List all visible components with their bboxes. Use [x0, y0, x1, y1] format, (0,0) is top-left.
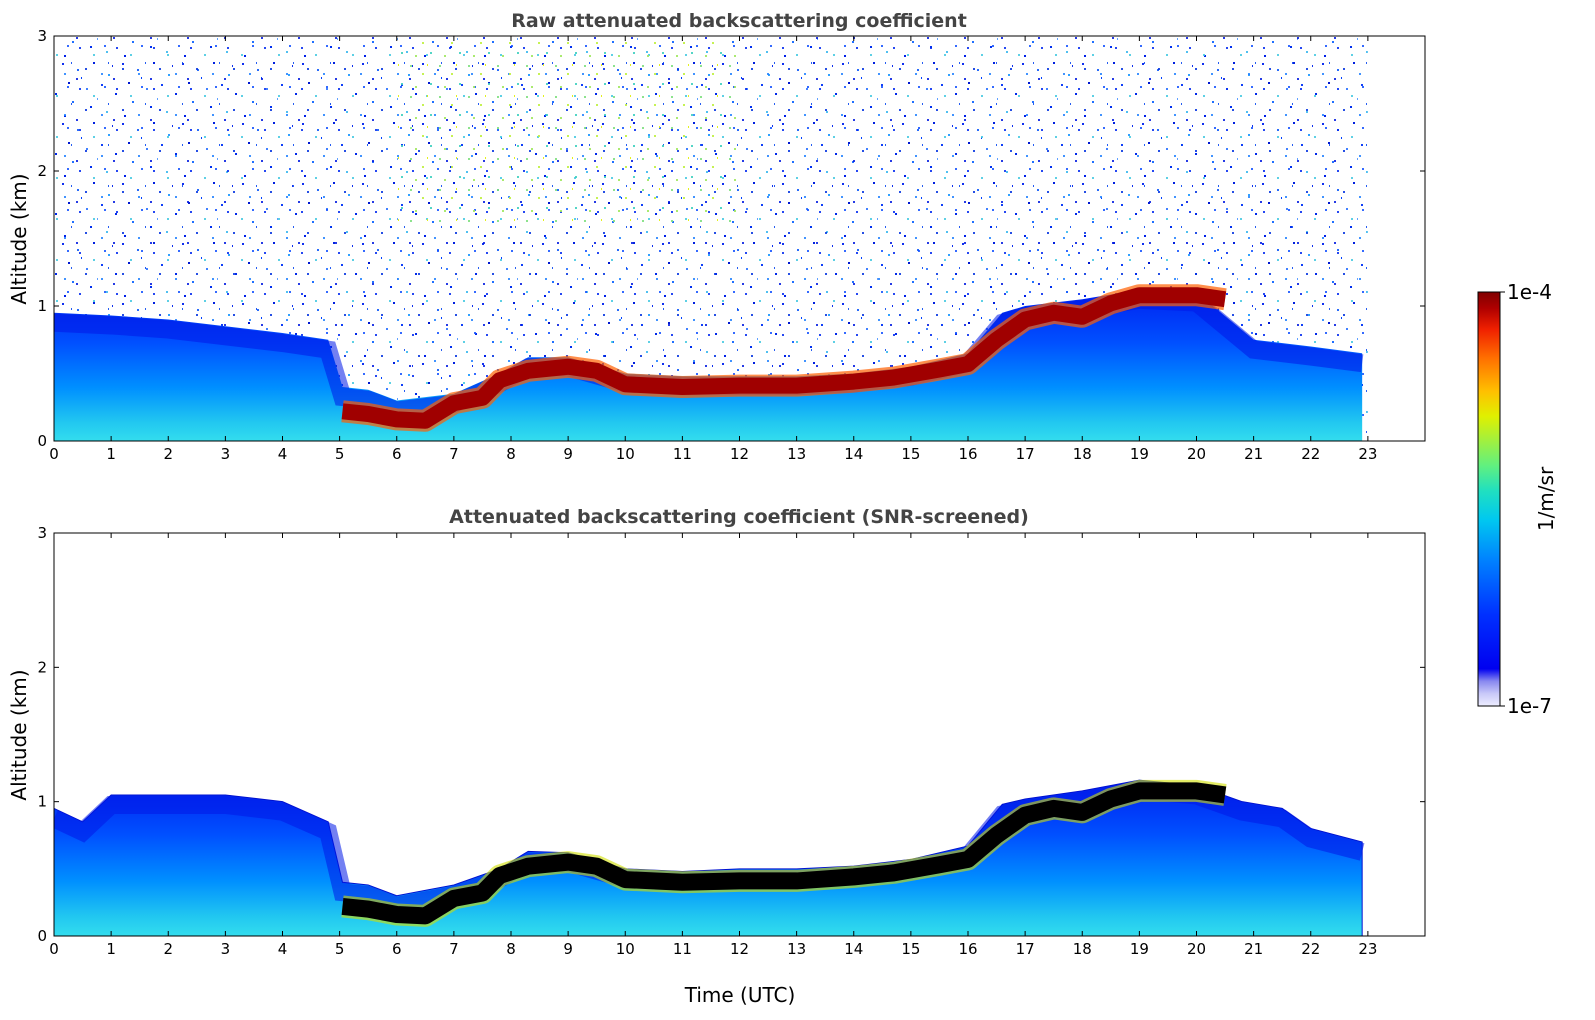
colorbar-unit-label: 1/m/sr: [1534, 466, 1558, 531]
x-tick-label: 18: [1073, 445, 1092, 463]
x-tick-label: 23: [1358, 940, 1377, 958]
x-tick-label: 6: [392, 940, 402, 958]
x-tick-label: 9: [563, 940, 573, 958]
y-tick-label: 1: [37, 297, 47, 315]
strong-layer: [341, 782, 1227, 925]
x-tick-label: 14: [844, 445, 863, 463]
panel-screened-x-label: Time (UTC): [684, 983, 796, 1007]
x-tick-label: 9: [563, 445, 573, 463]
x-tick-label: 10: [616, 445, 635, 463]
x-tick-label: 11: [673, 445, 692, 463]
x-tick-label: 6: [392, 445, 402, 463]
panel-screened-y-label: Altitude (km): [7, 669, 31, 800]
x-tick-label: 8: [506, 445, 516, 463]
x-tick-label: 21: [1244, 940, 1263, 958]
x-tick-label: 22: [1301, 940, 1320, 958]
y-tick-label: 3: [37, 27, 47, 45]
x-tick-label: 12: [730, 445, 749, 463]
x-tick-label: 2: [163, 445, 173, 463]
x-tick-label: 22: [1301, 445, 1320, 463]
panel-screened-heatmap: [54, 779, 1365, 936]
x-tick-label: 2: [163, 940, 173, 958]
panel-raw-y-ticks: 0 1 2 3: [37, 27, 1425, 450]
colorbar-min-label: 1e-7: [1507, 694, 1552, 718]
panel-screened: Attenuated backscattering coefficient (S…: [7, 506, 1426, 1007]
x-tick-label: 0: [49, 940, 59, 958]
x-tick-label: 20: [1187, 940, 1206, 958]
x-tick-label: 5: [335, 940, 345, 958]
x-tick-label: 13: [787, 445, 806, 463]
panel-raw: Raw attenuated backscattering coefficien…: [7, 10, 1426, 463]
y-tick-label: 0: [37, 432, 47, 450]
x-tick-label: 11: [673, 940, 692, 958]
panel-raw-title: Raw attenuated backscattering coefficien…: [511, 10, 967, 32]
colorbar-gradient: [1477, 291, 1501, 707]
panel-raw-x-ticks: 0 1 2 3 4 5 6 7 8 9 10 11 12 13 14 15 16 17 18 19 20 21 22 23: [49, 36, 1377, 463]
x-tick-label: 5: [335, 445, 345, 463]
x-tick-label: 12: [730, 940, 749, 958]
y-tick-label: 2: [37, 658, 47, 676]
x-tick-label: 3: [221, 940, 231, 958]
x-tick-label: 21: [1244, 445, 1263, 463]
x-tick-label: 16: [958, 940, 977, 958]
x-tick-label: 8: [506, 940, 516, 958]
x-tick-label: 23: [1358, 445, 1377, 463]
x-tick-label: 16: [958, 445, 977, 463]
x-tick-label: 19: [1130, 940, 1149, 958]
x-tick-label: 4: [278, 940, 288, 958]
panel-raw-heatmap: [54, 36, 1368, 441]
colorbar-max-label: 1e-4: [1507, 280, 1552, 304]
y-tick-label: 3: [37, 524, 47, 542]
x-tick-label: 10: [616, 940, 635, 958]
x-tick-label: 15: [901, 940, 920, 958]
strong-layer: [341, 287, 1227, 429]
x-tick-label: 7: [449, 445, 459, 463]
panel-screened-x-ticks: 0 1 2 3 4 5 6 7 8 9 10 11 12 13 14 15 16 17 18 19 20 21 22 23: [49, 533, 1377, 958]
y-tick-label: 0: [37, 927, 47, 945]
y-tick-label: 2: [37, 162, 47, 180]
x-tick-label: 4: [278, 445, 288, 463]
x-tick-label: 1: [106, 445, 116, 463]
x-tick-label: 0: [49, 445, 59, 463]
x-tick-label: 19: [1130, 445, 1149, 463]
x-tick-label: 1: [106, 940, 116, 958]
x-tick-label: 13: [787, 940, 806, 958]
panel-screened-y-ticks: 0 1 2 3: [37, 524, 1425, 945]
colorbar: 1e-4 1e-7 1/m/sr: [1477, 280, 1558, 718]
panel-raw-y-label: Altitude (km): [7, 173, 31, 304]
x-tick-label: 17: [1016, 445, 1035, 463]
x-tick-label: 17: [1016, 940, 1035, 958]
x-tick-label: 20: [1187, 445, 1206, 463]
x-tick-label: 3: [221, 445, 231, 463]
x-tick-label: 18: [1073, 940, 1092, 958]
x-tick-label: 15: [901, 445, 920, 463]
noise-speckle-high: [396, 36, 740, 225]
x-tick-label: 7: [449, 940, 459, 958]
panel-screened-title: Attenuated backscattering coefficient (S…: [449, 506, 1029, 528]
x-tick-label: 14: [844, 940, 863, 958]
y-tick-label: 1: [37, 793, 47, 811]
